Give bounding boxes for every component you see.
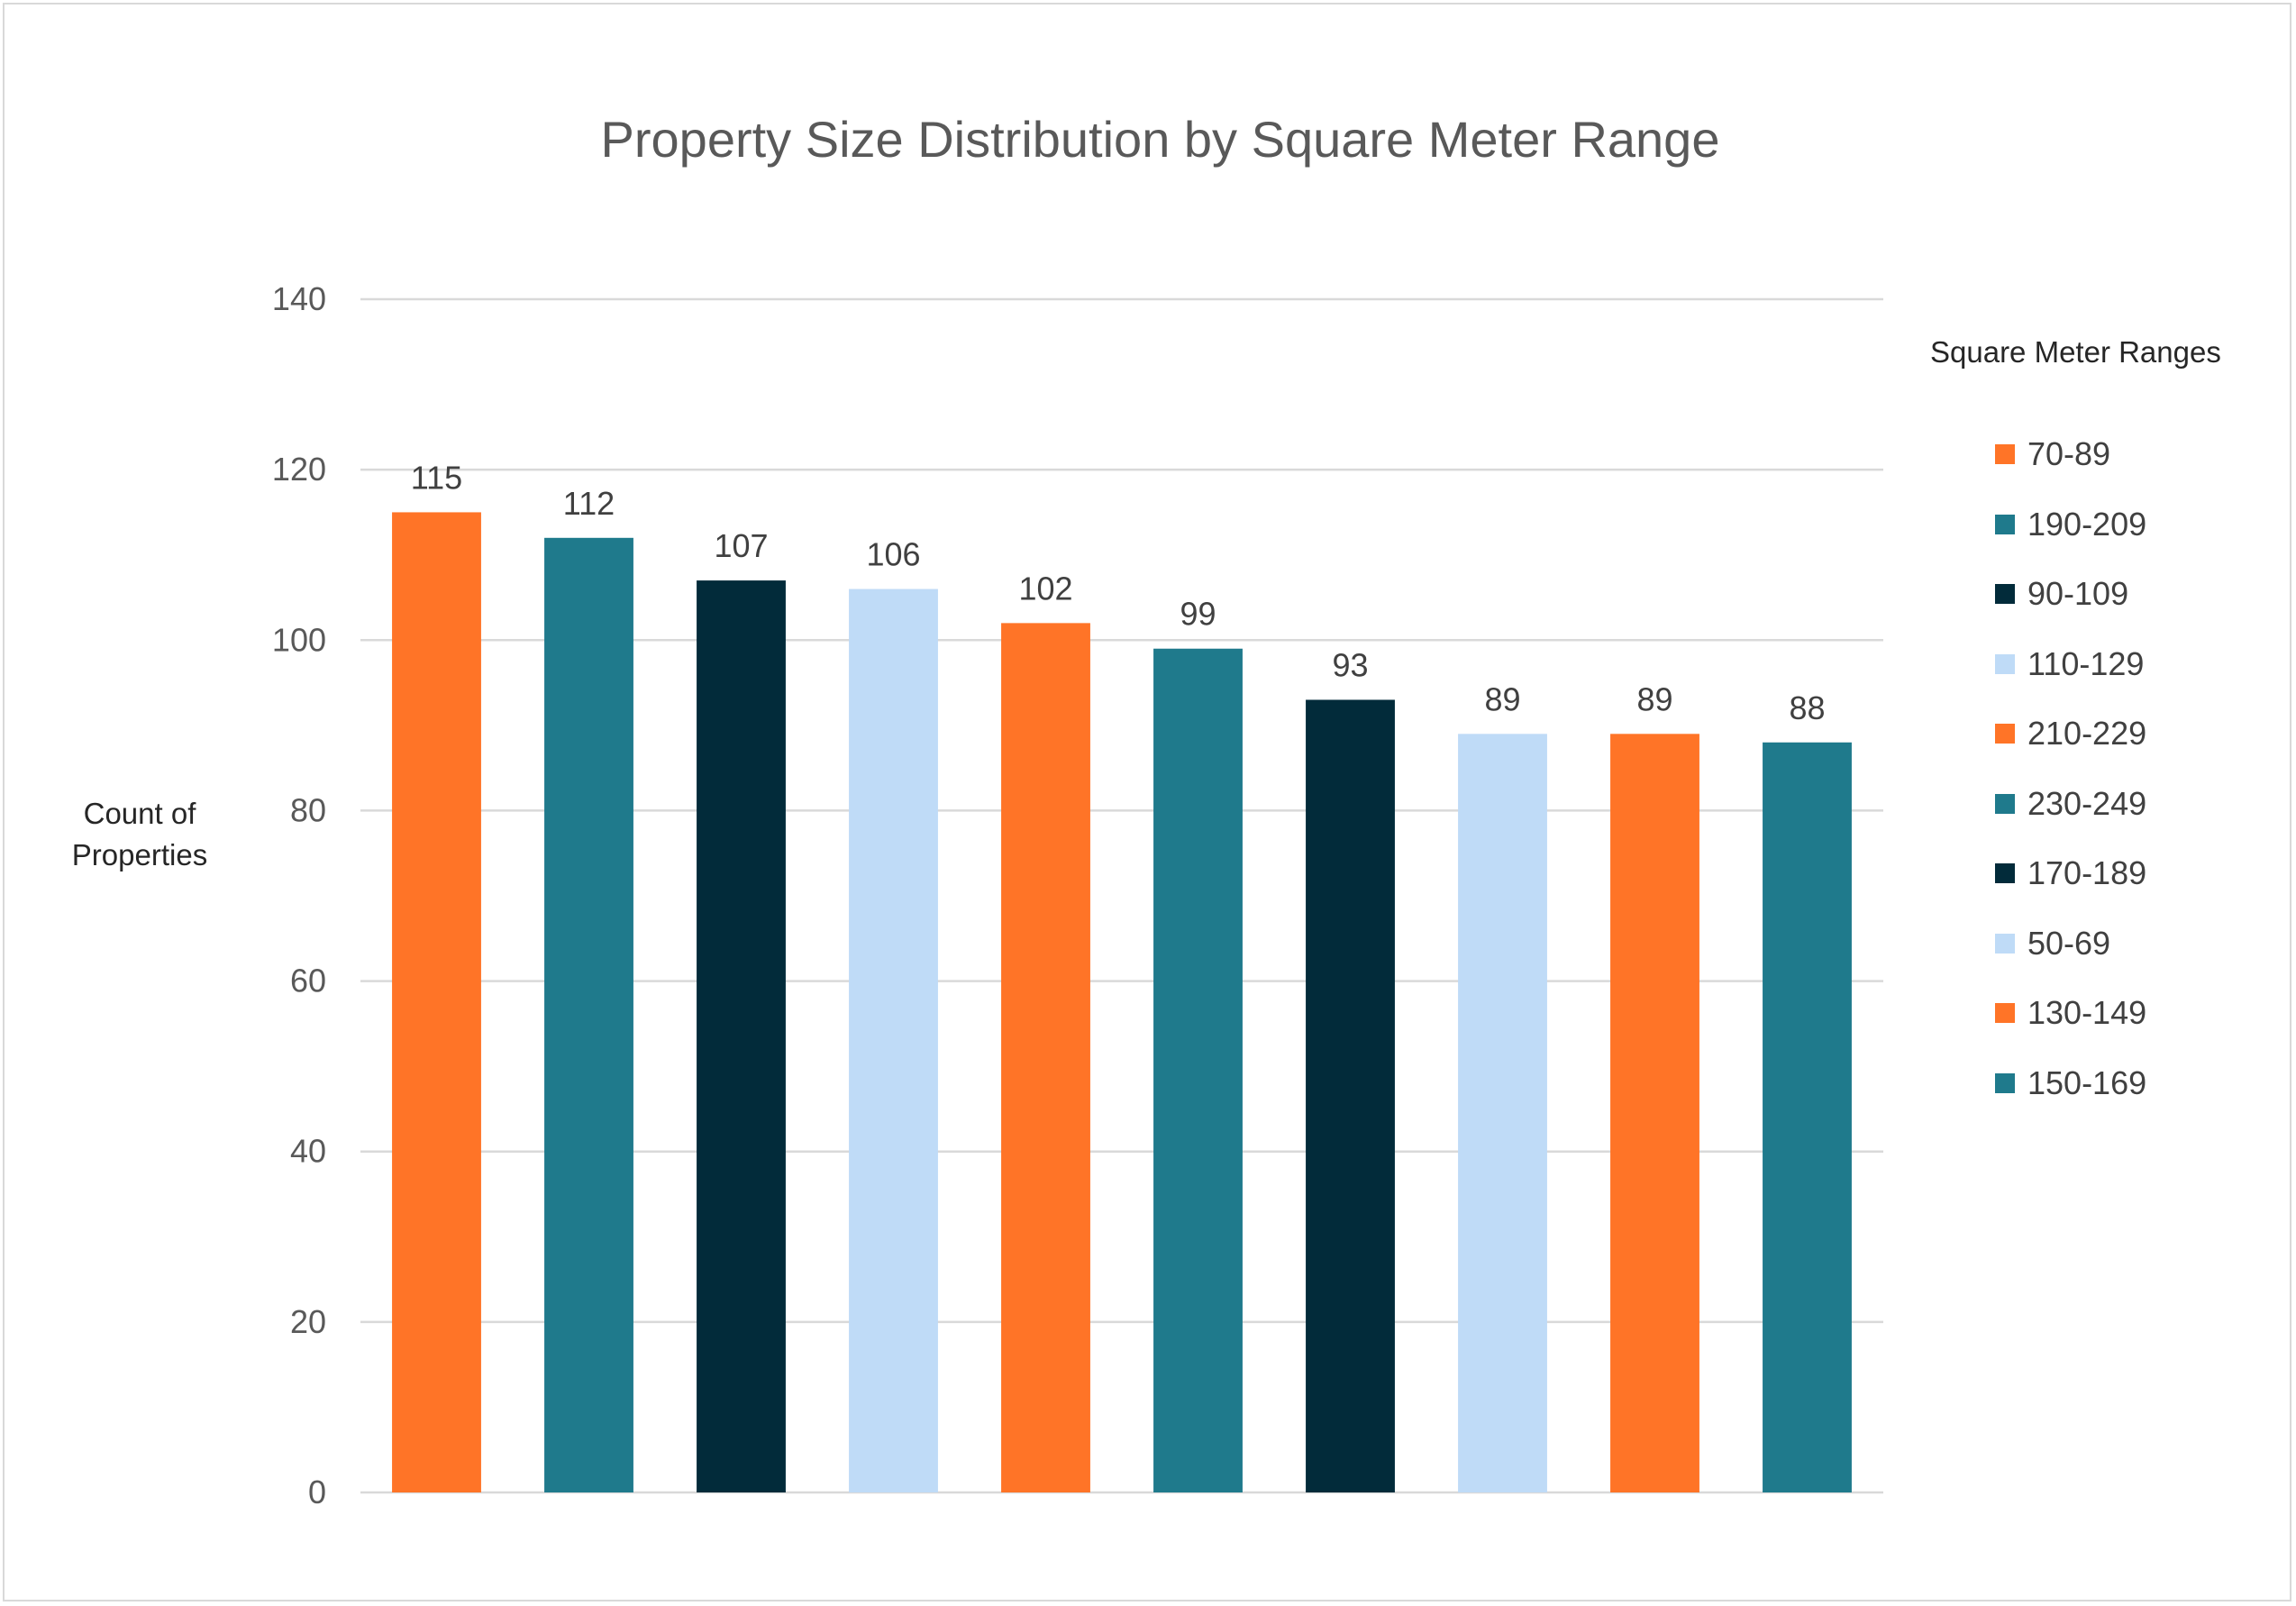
legend-item[interactable]: 110-129 [1995,644,2145,682]
bar-230-249[interactable] [1153,648,1243,1492]
legend-item[interactable]: 210-229 [1995,715,2147,752]
legend-swatch [1995,793,2015,814]
legend-label: 70-89 [2027,435,2111,472]
legend-label: 130-149 [2027,994,2147,1031]
data-label: 102 [1018,570,1072,607]
bar-190-209[interactable] [544,537,633,1492]
legend-label: 110-129 [2027,644,2145,682]
legend-item[interactable]: 70-89 [1995,435,2111,472]
data-label: 88 [1789,689,1825,726]
legend-label: 50-69 [2027,924,2111,962]
data-label: 106 [866,536,920,573]
legend-title: Square Meter Ranges [1930,335,2221,369]
y-tick-label: 100 [272,621,326,658]
bar-70-89[interactable] [392,512,481,1492]
legend-label: 170-189 [2027,854,2147,891]
legend-label: 230-249 [2027,784,2147,822]
y-axis-title: Count of Properties [36,793,243,876]
legend-item[interactable]: 90-109 [1995,575,2129,612]
bar-150-169[interactable] [1763,742,1852,1492]
y-tick-label: 140 [272,280,326,317]
data-label: 89 [1484,680,1520,717]
legend-swatch [1995,1003,2015,1023]
legend-swatch [1995,653,2015,674]
legend-item[interactable]: 190-209 [1995,506,2146,543]
data-label: 115 [411,459,462,496]
legend-label: 150-169 [2027,1063,2147,1101]
legend-label: 190-209 [2027,505,2147,543]
y-axis-title-line-1: Count of [83,797,196,830]
legend-swatch [1995,933,2015,954]
y-tick-label: 60 [290,963,326,999]
y-tick-label: 20 [290,1303,326,1340]
y-tick-label: 80 [290,791,326,828]
legend-item[interactable]: 50-69 [1995,924,2111,962]
legend-label: 210-229 [2027,715,2147,752]
chart-frame [3,3,2291,1601]
legend-swatch [1995,1072,2015,1093]
y-tick-label: 120 [272,451,326,488]
bar-130-149[interactable] [1610,734,1699,1492]
bar-90-109[interactable] [697,580,786,1492]
legend-swatch [1995,863,2015,883]
legend-item[interactable]: 150-169 [1995,1063,2147,1101]
legend-item[interactable]: 230-249 [1995,784,2147,822]
legend-label: 90-109 [2027,575,2129,612]
y-axis-title-line-2: Properties [71,838,208,871]
data-label: 89 [1636,680,1672,717]
bar-110-129[interactable] [849,589,938,1492]
bar-50-69[interactable] [1458,734,1547,1492]
bar-210-229[interactable] [1001,623,1090,1492]
legend-swatch [1995,584,2015,604]
data-label: 112 [563,485,615,522]
bars [392,512,1852,1492]
legend-item[interactable]: 130-149 [1995,994,2147,1031]
data-label: 107 [714,527,768,564]
data-label: 99 [1180,596,1216,633]
legend-swatch [1995,514,2015,534]
legend-item[interactable]: 170-189 [1995,854,2147,891]
legend-swatch [1995,444,2015,464]
chart-title: Property Size Distribution by Square Met… [600,111,1720,168]
bar-170-189[interactable] [1306,699,1395,1492]
data-label: 93 [1332,646,1368,683]
y-tick-label: 0 [308,1474,326,1510]
y-tick-labels: 0 20 40 60 80 100 120 140 [272,280,326,1510]
legend-swatch [1995,724,2015,744]
data-labels: 115 112 107 106 102 99 93 89 89 88 [411,459,1826,725]
y-tick-label: 40 [290,1133,326,1170]
